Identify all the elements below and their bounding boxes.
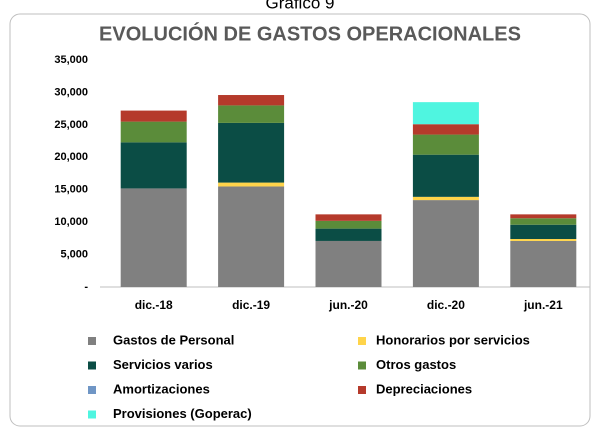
bar-segment — [510, 224, 577, 240]
x-tick-label: dic.-20 — [427, 298, 465, 312]
caption: Gráfico 9 — [266, 0, 335, 12]
bar-segment — [510, 240, 577, 287]
legend-swatch — [358, 361, 366, 370]
y-tick-label: 10,000 — [54, 216, 88, 228]
x-tick-label: jun.-20 — [328, 298, 368, 312]
bar-segment — [412, 124, 479, 135]
bar-segment — [412, 154, 479, 197]
legend-label: Provisiones (Goperac) — [113, 406, 252, 421]
chart-title: EVOLUCIÓN DE GASTOS OPERACIONALES — [99, 21, 521, 45]
legend-label: Depreciaciones — [376, 381, 472, 396]
bar-segment — [218, 182, 285, 187]
legend-swatch — [88, 337, 96, 345]
y-tick-label: 30,000 — [54, 86, 88, 98]
bar-segment — [412, 102, 479, 125]
bar-segment — [120, 121, 187, 143]
bar-segment — [315, 214, 382, 221]
bar-segment — [120, 142, 187, 189]
y-tick-label: - — [84, 281, 88, 293]
y-tick-label: 15,000 — [54, 184, 88, 196]
y-tick-label: 20,000 — [54, 151, 88, 163]
y-tick-label: 5,000 — [60, 248, 88, 260]
bar-segment — [218, 122, 285, 183]
bar-segment — [315, 220, 382, 229]
bar-segment — [218, 95, 285, 106]
legend-swatch — [358, 386, 366, 394]
legend-label: Amortizaciones — [113, 381, 210, 396]
bar-segment — [218, 105, 285, 123]
bar-segment — [412, 200, 479, 287]
bar-segment — [120, 110, 187, 122]
x-tick-label: jun.-21 — [523, 298, 563, 312]
legend-label: Otros gastos — [376, 357, 456, 372]
x-tick-label: dic.-18 — [135, 298, 173, 312]
legend-swatch — [358, 337, 366, 345]
bar-segment — [412, 134, 479, 155]
chart-frame — [9, 13, 591, 427]
bar-segment — [120, 188, 187, 287]
bar-segment — [218, 186, 285, 287]
bar-segment — [412, 196, 479, 201]
bar-segment — [510, 214, 577, 219]
legend-swatch — [88, 386, 96, 394]
legend-label: Servicios varios — [113, 357, 213, 372]
bar-segment — [510, 218, 577, 225]
y-tick-label: 35,000 — [54, 54, 88, 66]
legend-swatch — [88, 410, 96, 419]
x-tick-label: dic.-19 — [232, 298, 270, 312]
legend-label: Gastos de Personal — [113, 332, 234, 347]
legend-swatch — [88, 361, 96, 370]
bar-segment — [315, 240, 382, 287]
legend-label: Honorarios por servicios — [376, 332, 530, 347]
bar-segment — [315, 228, 382, 241]
bar-segment — [510, 239, 577, 241]
y-tick-label: 25,000 — [54, 119, 88, 131]
